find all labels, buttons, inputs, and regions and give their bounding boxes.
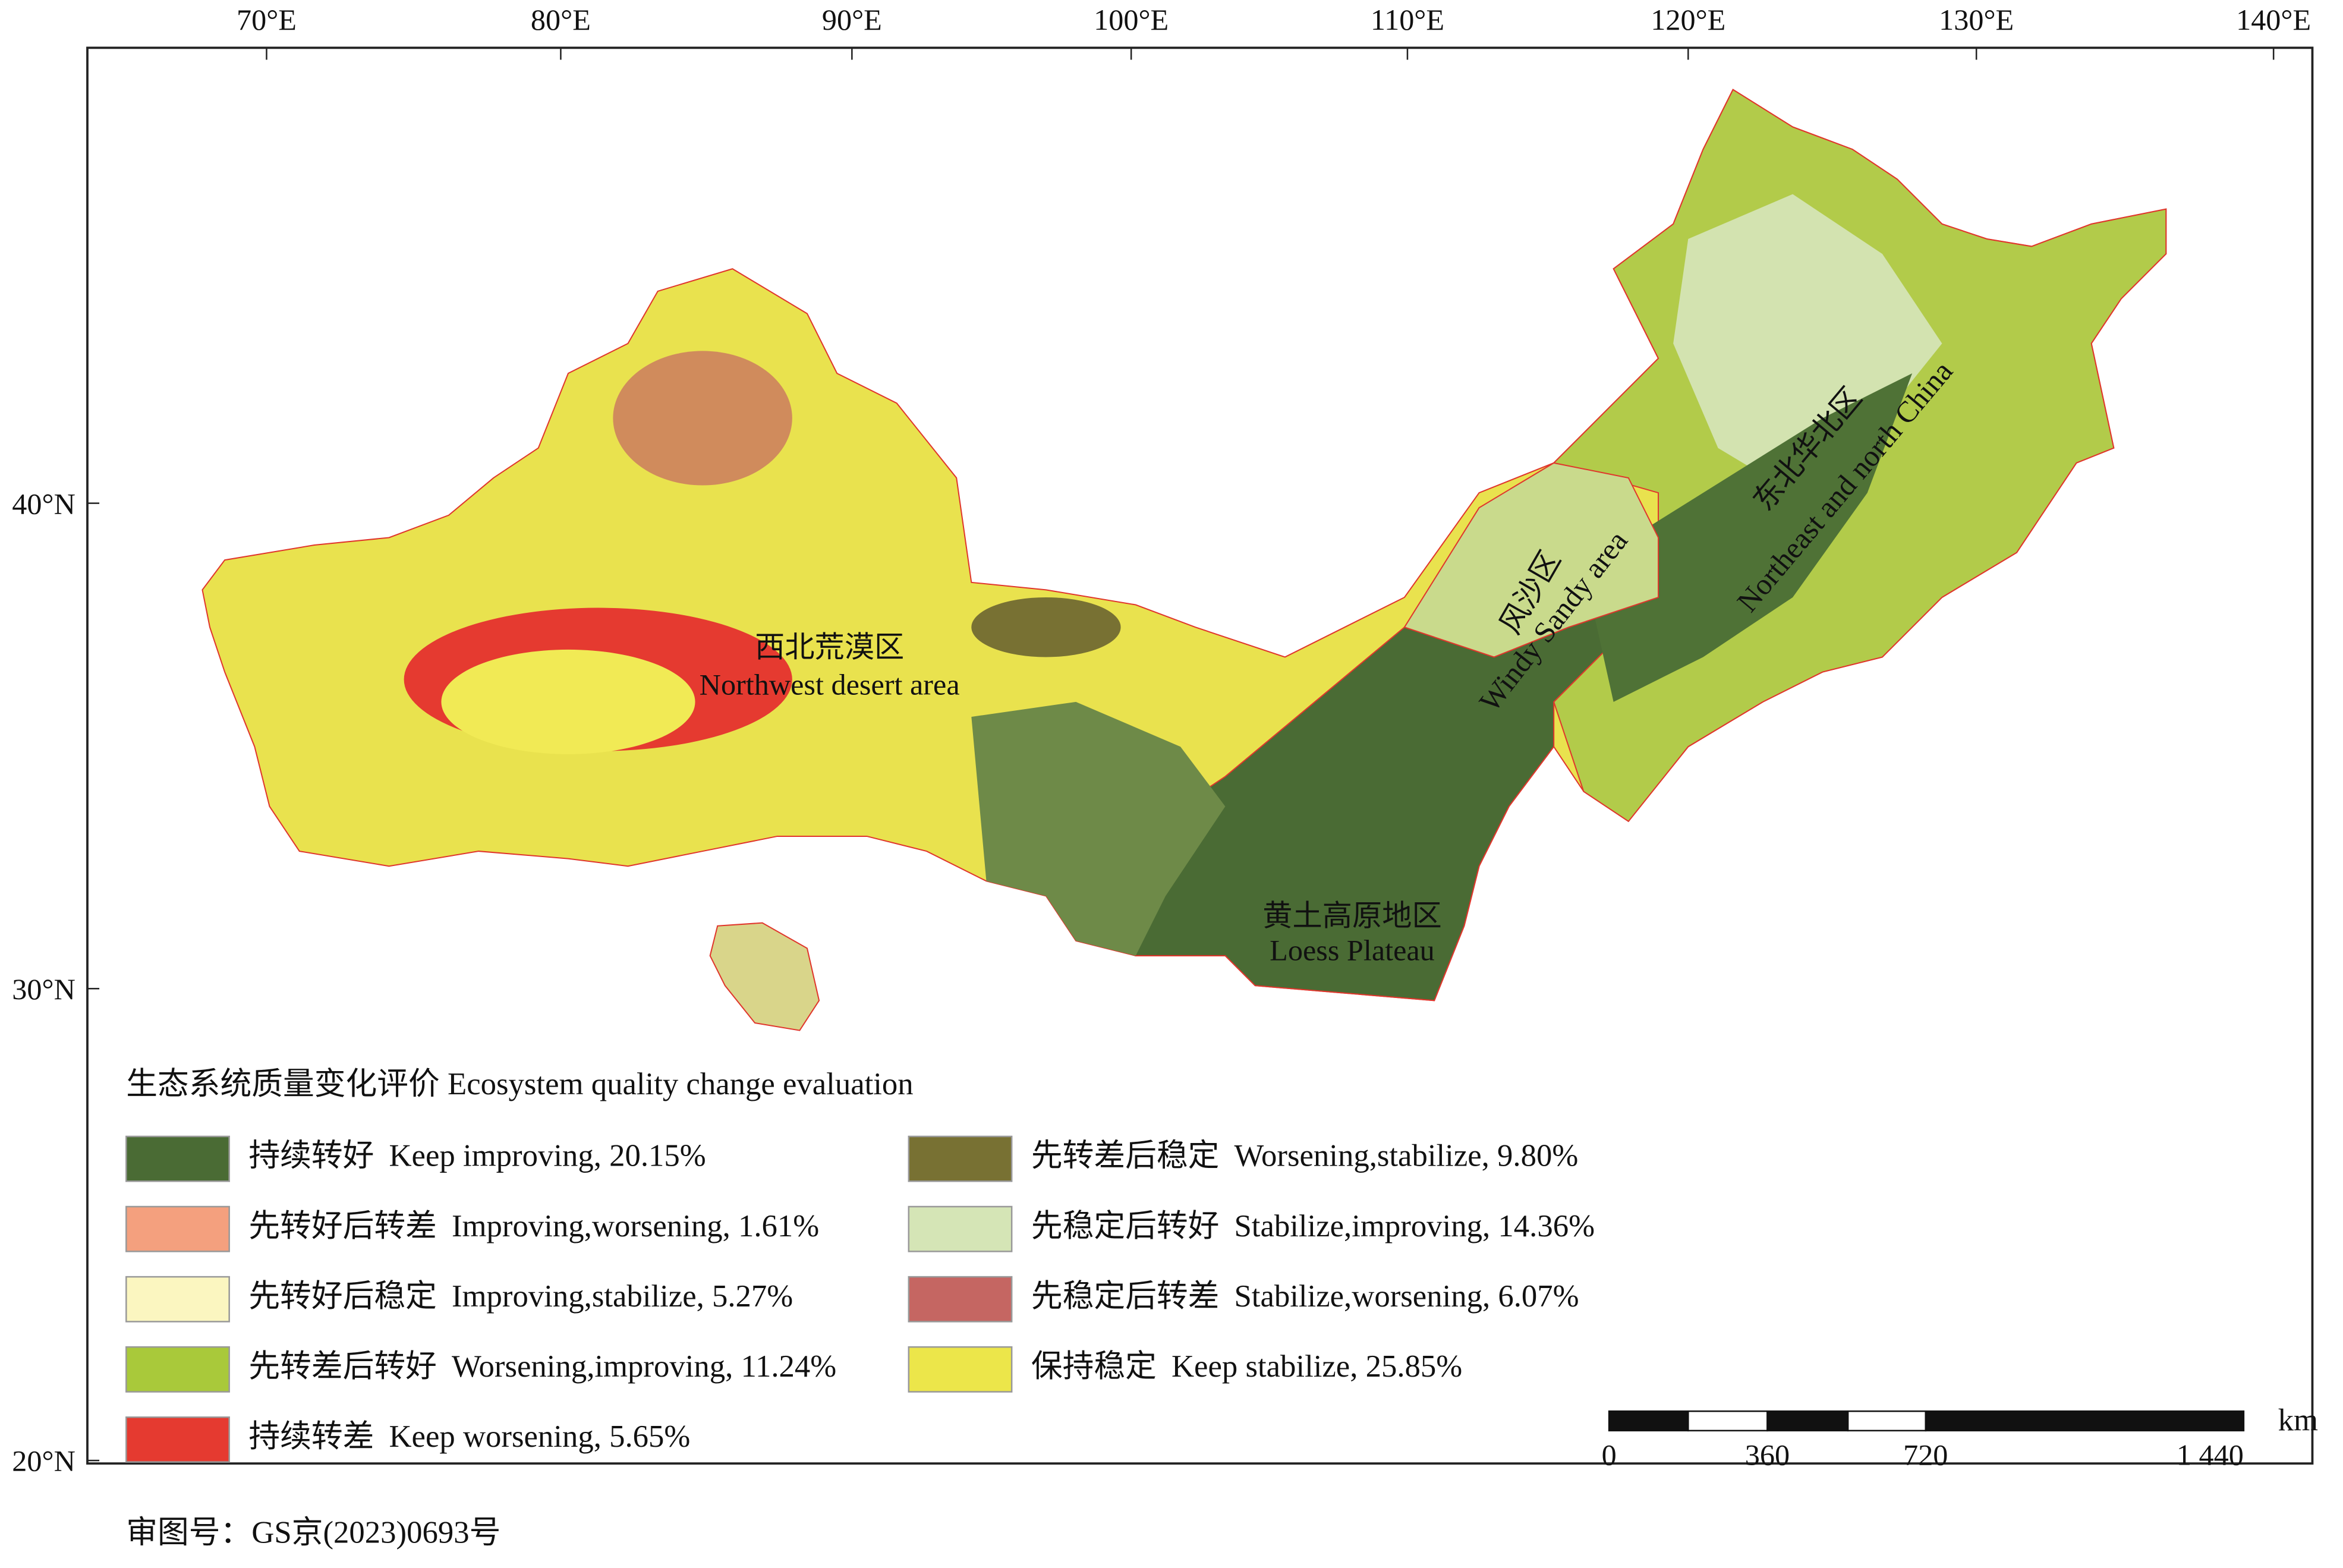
- legend-label-en: Improving,stabilize, 5.27%: [452, 1279, 793, 1314]
- legend-label-zh: 先转差后转好: [248, 1349, 437, 1384]
- legend-label-en: Improving,worsening, 1.61%: [452, 1209, 819, 1243]
- legend-label-zh: 持续转好: [248, 1139, 374, 1173]
- legend-label-zh: 先转好后稳定: [248, 1279, 437, 1314]
- scale-unit: km: [2278, 1403, 2318, 1437]
- scale-label: 0: [1602, 1438, 1617, 1472]
- legend-swatch: [125, 1205, 230, 1252]
- legend-swatch: [125, 1135, 230, 1182]
- scale-bar-segment: [1847, 1410, 1927, 1432]
- legend-label-en: Stabilize,worsening, 6.07%: [1234, 1279, 1579, 1314]
- map-area: [201, 89, 2167, 1031]
- legend-swatch: [125, 1416, 230, 1463]
- lon-tick-label: 110°E: [1371, 3, 1444, 36]
- legend-swatch: [908, 1276, 1013, 1323]
- north-patch: [613, 351, 792, 486]
- windy-sandy-zone: [1403, 462, 1659, 658]
- northeast-forest-patch: [1583, 373, 1913, 702]
- island-area: [709, 922, 820, 1031]
- legend-label-en: Stabilize,improving, 14.36%: [1234, 1209, 1595, 1243]
- footnote: 审图号：GS京(2023)0693号: [126, 1515, 500, 1550]
- desert-core: [441, 649, 695, 754]
- region-label: 黄土高原地区: [1262, 899, 1441, 933]
- lon-tick-label: 70°E: [237, 3, 297, 36]
- legend-label-en: Keep worsening, 5.65%: [389, 1419, 690, 1454]
- legend-title: 生态系统质量变化评价 Ecosystem quality change eval…: [126, 1067, 913, 1101]
- region-label: 西北荒漠区: [755, 630, 904, 663]
- legend-label-zh: 先转差后稳定: [1031, 1139, 1220, 1173]
- legend-swatch: [125, 1346, 230, 1393]
- lon-tick-label: 90°E: [822, 3, 882, 36]
- lat-tick-label: 30°N: [12, 972, 75, 1006]
- legend-label-en: Keep stabilize, 25.85%: [1172, 1349, 1462, 1384]
- legend-label-zh: 先稳定后转差: [1031, 1279, 1220, 1314]
- olive-patch: [971, 597, 1121, 657]
- scale-bar-segment: [1687, 1410, 1768, 1432]
- scale-bar-segment: [1925, 1410, 2245, 1432]
- scale-label: 1 440: [2177, 1438, 2244, 1472]
- legend-label-en: Keep improving, 20.15%: [389, 1139, 706, 1173]
- lon-tick-label: 140°E: [2236, 3, 2311, 36]
- scale-bar-segment: [1608, 1410, 1689, 1432]
- lat-tick-label: 40°N: [12, 487, 75, 520]
- legend-swatch: [908, 1135, 1013, 1182]
- scale-label: 720: [1903, 1438, 1948, 1472]
- legend-label-zh: 先转好后转差: [248, 1209, 437, 1243]
- legend-label-zh: 保持稳定: [1031, 1349, 1157, 1384]
- scale-label: 360: [1745, 1438, 1790, 1472]
- legend-label-zh: 先稳定后转好: [1031, 1209, 1220, 1243]
- legend-label-en: Worsening,stabilize, 9.80%: [1234, 1139, 1578, 1173]
- legend-swatch: [125, 1276, 230, 1323]
- scale-bar-segment: [1766, 1410, 1849, 1432]
- lon-tick-label: 80°E: [531, 3, 591, 36]
- lat-tick-label: 20°N: [12, 1444, 75, 1478]
- legend-label-zh: 持续转差: [248, 1419, 374, 1454]
- legend-swatch: [908, 1346, 1013, 1393]
- lon-tick-label: 120°E: [1651, 3, 1725, 36]
- region-label: Loess Plateau: [1270, 933, 1435, 966]
- legend-label-en: Worsening,improving, 11.24%: [452, 1349, 836, 1384]
- legend-swatch: [908, 1205, 1013, 1252]
- lon-tick-label: 130°E: [1939, 3, 2014, 36]
- lon-tick-label: 100°E: [1094, 3, 1169, 36]
- region-label: Northwest desert area: [700, 667, 960, 701]
- central-transition: [971, 701, 1226, 956]
